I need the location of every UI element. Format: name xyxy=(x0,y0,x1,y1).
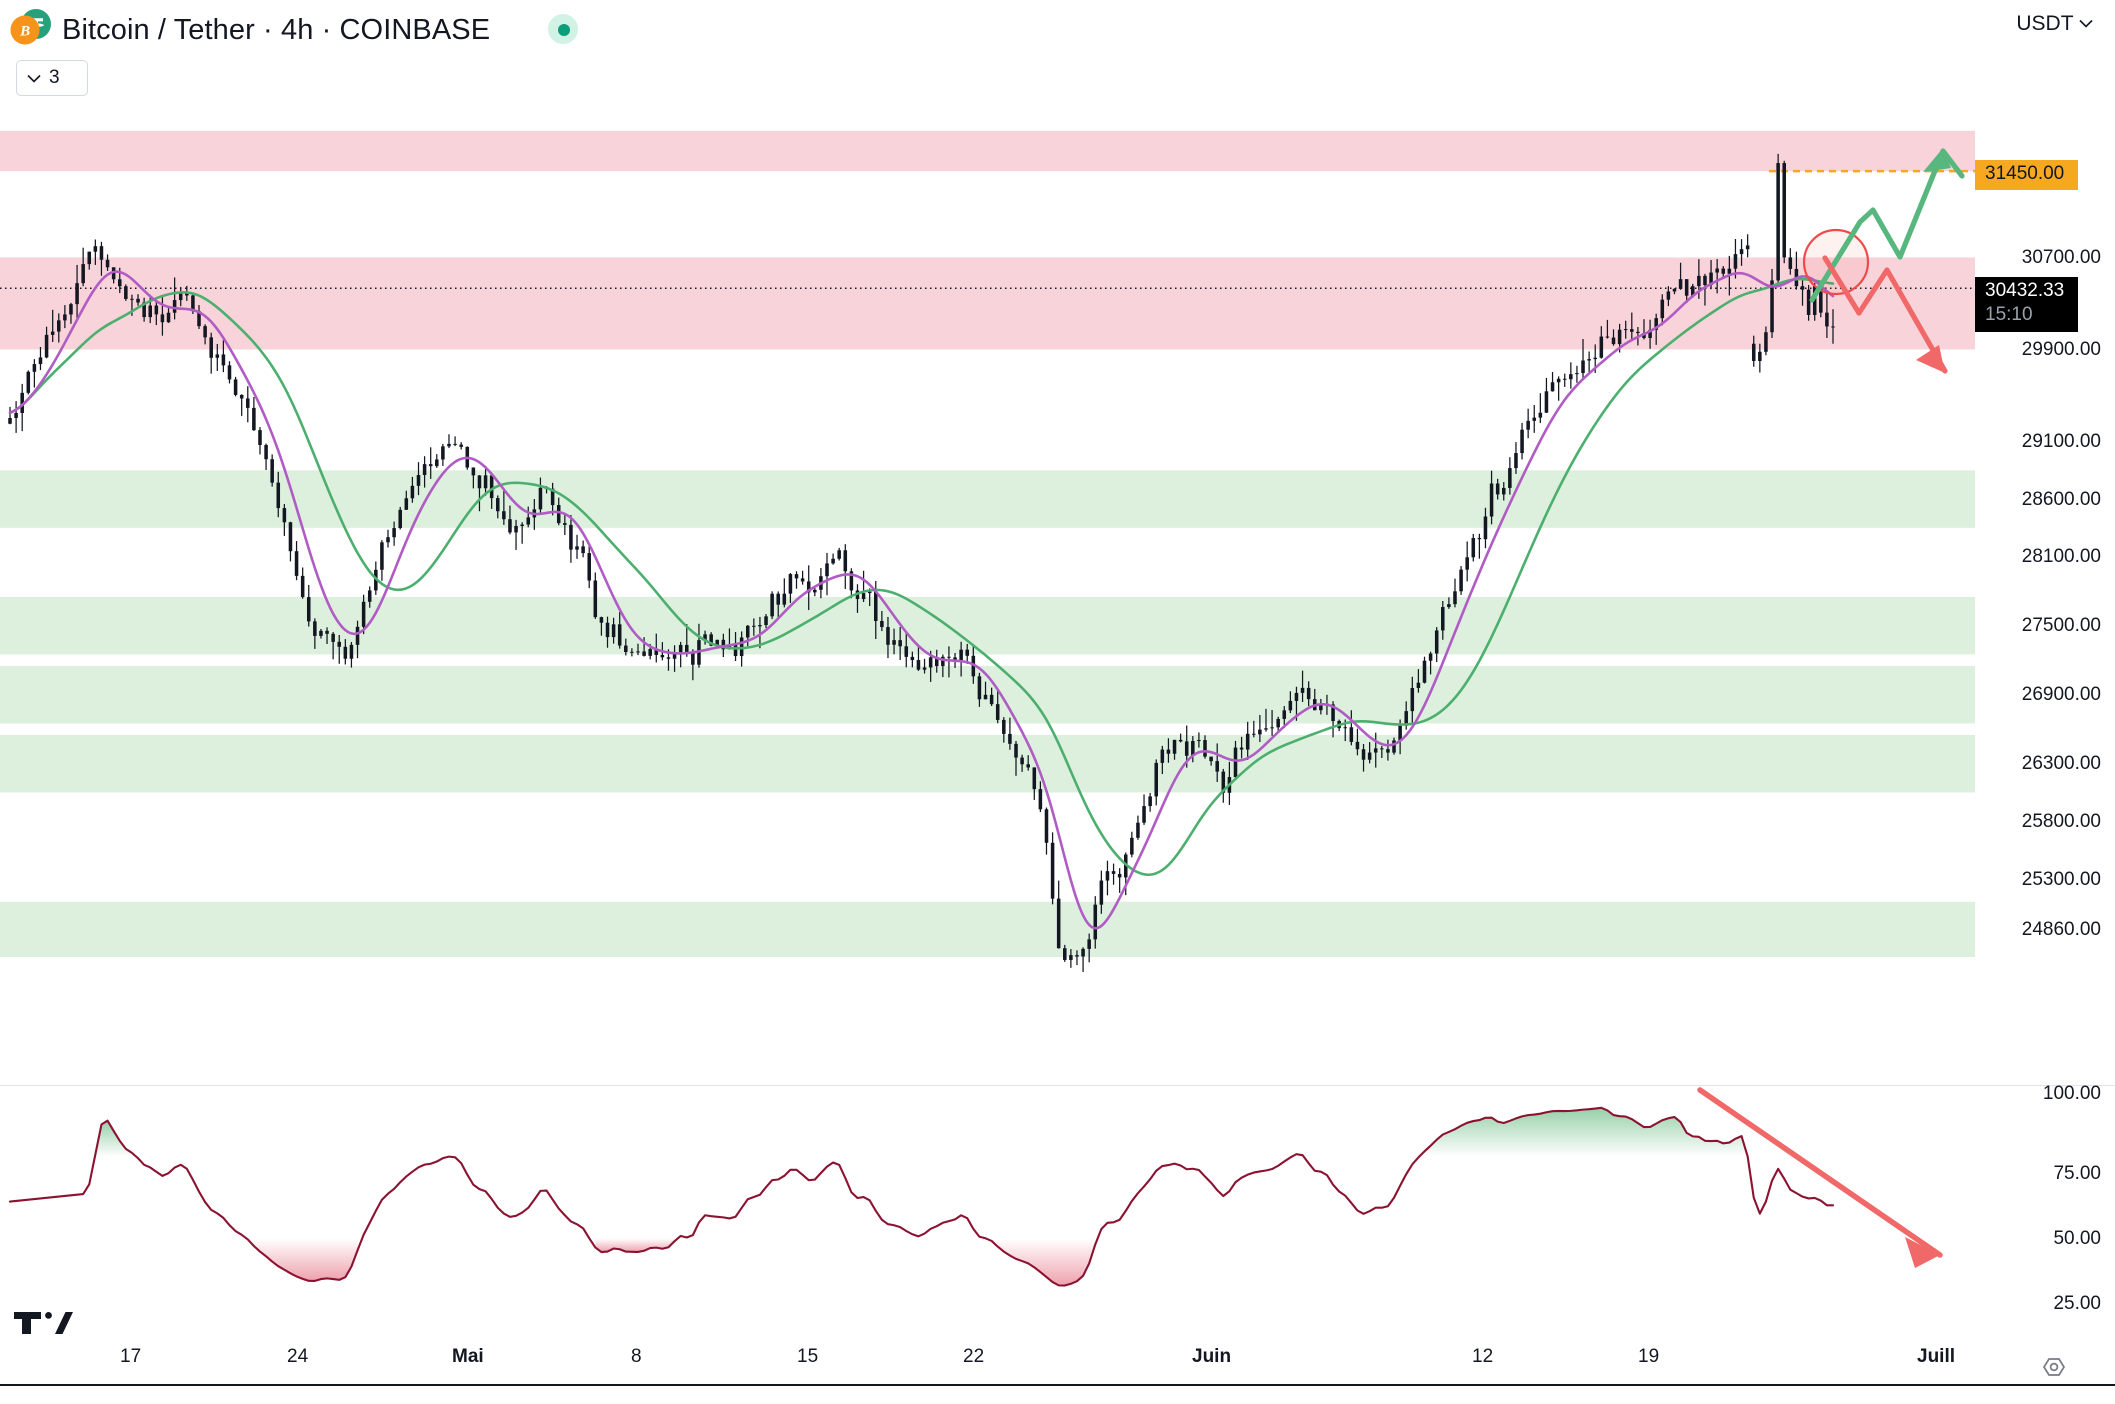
svg-text:B: B xyxy=(19,24,30,40)
